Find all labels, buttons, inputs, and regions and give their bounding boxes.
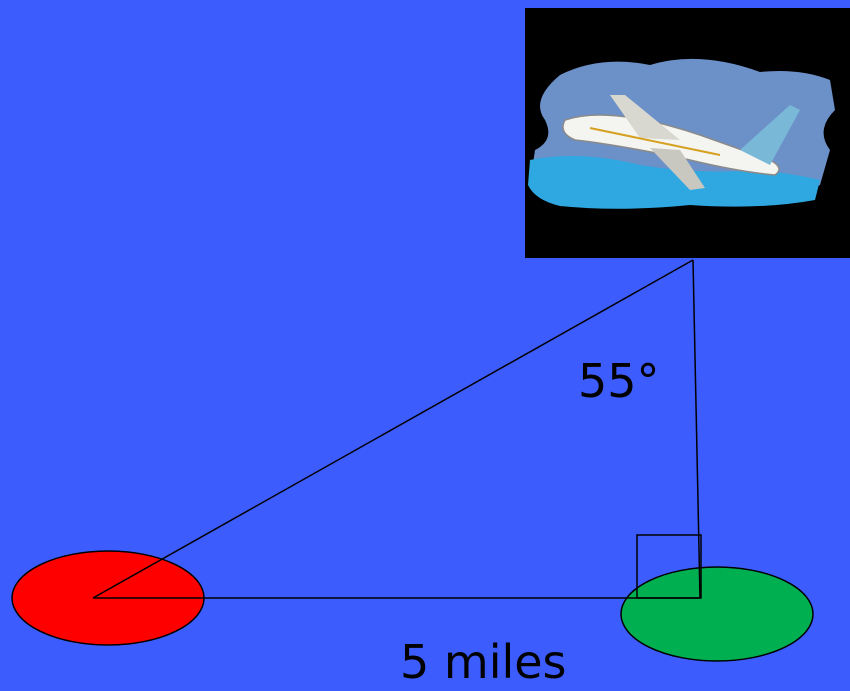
right-angle-marker [636, 534, 702, 599]
angle-label: 55° [578, 354, 660, 408]
hypotenuse [92, 259, 694, 599]
airplane-image [525, 8, 850, 258]
distance-label: 5 miles [400, 635, 567, 689]
altitude [692, 259, 701, 599]
ground-point [620, 566, 814, 662]
